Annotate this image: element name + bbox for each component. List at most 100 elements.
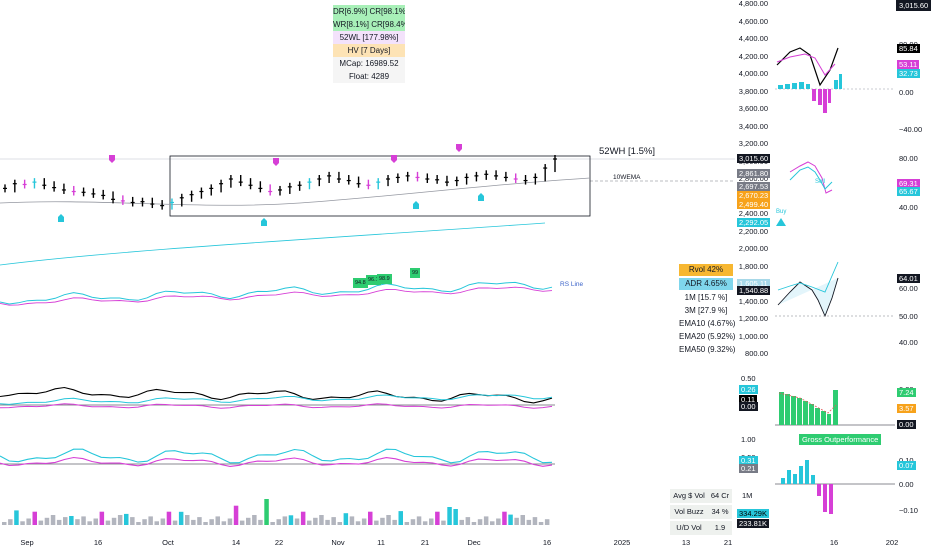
rs-line-label: RS Line <box>560 281 584 288</box>
volume-bar <box>26 518 31 525</box>
time-label: 14 <box>231 538 241 547</box>
volume-bar <box>496 518 501 525</box>
volume-bar <box>307 520 312 525</box>
price-tick: 4,200.00 <box>738 51 768 61</box>
volume-bar <box>252 515 257 525</box>
price-tick: 800.00 <box>745 349 768 358</box>
time-label: 21 <box>420 538 430 547</box>
buy-marker-icon <box>413 201 419 209</box>
volume-bar <box>282 516 288 525</box>
mini-tick: 0.00 <box>899 88 914 97</box>
mini-panels <box>775 47 895 514</box>
volume-bar <box>441 520 446 525</box>
volume-bar <box>215 516 220 525</box>
indicator-a-tick: 0.26 <box>739 385 758 394</box>
rs-line <box>0 281 553 305</box>
volume-bar <box>117 515 123 525</box>
mini-label: 64.01 <box>897 274 920 283</box>
volume-bar <box>453 509 458 525</box>
price-tick: 4,600.00 <box>738 16 768 26</box>
volume-bar <box>526 519 532 525</box>
sell-marker-icon <box>456 144 462 152</box>
volume-bar <box>361 518 367 525</box>
wr-cr-stat: WR[8.1%] CR[98.4%] <box>333 18 405 31</box>
price-tick: 2,000.00 <box>738 244 768 253</box>
volume-bar <box>32 511 37 525</box>
volume-bar <box>239 520 245 525</box>
volume-bar <box>264 499 269 525</box>
volume-bar <box>154 521 159 525</box>
time-label: Sep <box>20 538 34 547</box>
52wl-stat: 52WL [177.98%] <box>333 31 405 44</box>
volume-bar <box>178 511 184 525</box>
volume-axis-label: 1M <box>742 491 753 500</box>
volume-bar <box>221 521 227 525</box>
price-label: 1,540.88 <box>737 286 771 295</box>
mini-tick: 0.10 <box>899 456 914 465</box>
ma200-line <box>0 222 546 266</box>
sell-marker-icon <box>109 155 115 163</box>
last-price-tag: 3,015.60 <box>896 0 932 11</box>
volume-bar <box>544 519 550 525</box>
volume-bar <box>374 520 379 525</box>
buy-label: Buy <box>776 209 787 215</box>
price-tick: 2,400.00 <box>738 209 768 218</box>
time-label: 16 <box>542 538 552 547</box>
avg-vol-label: Avg $ Vol <box>670 489 708 503</box>
volume-bar <box>508 514 513 525</box>
volume-bar <box>111 517 117 525</box>
ema50-stat: EMA50 (9.32%) <box>679 345 736 354</box>
ema20-stat: EMA20 (5.92%) <box>679 332 736 341</box>
mini-label: 65.67 <box>897 187 920 196</box>
volume-bar <box>227 518 233 525</box>
volume-bar <box>343 513 349 525</box>
volume-bar <box>130 517 135 525</box>
volume-bar <box>319 515 324 525</box>
mini-label: 3.57 <box>897 404 916 413</box>
price-label: 2,861.80 <box>737 169 771 178</box>
candles-group <box>3 155 557 210</box>
volume-bar <box>2 522 7 525</box>
volume-bar <box>313 517 318 525</box>
volume-bar <box>386 515 391 525</box>
mini-tick: 60.00 <box>899 284 918 293</box>
volume-bar <box>233 505 239 525</box>
volume-bar <box>56 519 62 525</box>
mini-label: 85.84 <box>897 44 920 53</box>
rs-badge: 99 <box>410 268 421 278</box>
mini-label: 0.07 <box>897 461 916 470</box>
volume-bar <box>410 519 416 525</box>
price-tick: 2,800.00 <box>738 174 768 183</box>
mini-label: 0.00 <box>897 420 916 429</box>
volume-bar <box>538 522 544 525</box>
volume-bar <box>483 516 489 525</box>
volume-bar <box>197 517 202 525</box>
ud-vol-value: 1.9 <box>708 521 732 535</box>
volume-bar <box>465 517 471 525</box>
volume-bar <box>325 519 330 525</box>
ema10-stat: EMA10 (4.67%) <box>679 319 736 328</box>
time-label: Oct <box>162 538 174 547</box>
volume-bar <box>136 522 141 525</box>
volume-bar <box>209 519 214 525</box>
hv-stat: HV [7 Days] <box>333 44 405 57</box>
dr-cr-stat: DR[6.9%] CR[98.1%] <box>333 5 405 18</box>
volume-bar <box>447 507 452 525</box>
volume-bar <box>276 519 281 525</box>
indicator-b-magenta <box>0 456 553 467</box>
volume-bar <box>502 511 507 525</box>
52wh-label: 52WH [1.5%] <box>599 146 655 157</box>
gross-outperformance-badge: Gross Outperformance <box>799 434 882 445</box>
volume-bar <box>532 517 538 525</box>
buy-arrow-icon <box>776 218 786 226</box>
price-tick: 3,400.00 <box>738 121 768 131</box>
time-label: 21 <box>723 538 733 547</box>
volume-bar <box>368 511 373 525</box>
rs-badge: 96.1 <box>366 275 381 285</box>
volume-bar <box>270 522 275 525</box>
indicator-b-tick: 0.21 <box>739 464 758 473</box>
mini-tick: 40.00 <box>899 203 918 212</box>
buy-marker-icon <box>261 218 267 226</box>
time-label: 16 <box>93 538 103 547</box>
